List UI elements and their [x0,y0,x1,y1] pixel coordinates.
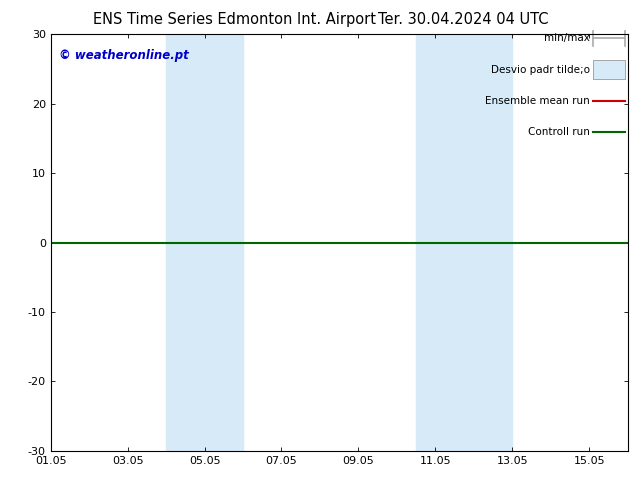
Text: Controll run: Controll run [528,127,590,137]
Text: Ter. 30.04.2024 04 UTC: Ter. 30.04.2024 04 UTC [378,12,548,27]
Text: © weatheronline.pt: © weatheronline.pt [60,49,189,62]
Bar [593,60,624,79]
Text: Desvio padr tilde;o: Desvio padr tilde;o [491,65,590,74]
Text: min/max: min/max [544,33,590,44]
Text: ENS Time Series Edmonton Int. Airport: ENS Time Series Edmonton Int. Airport [93,12,376,27]
Bar [166,34,243,451]
Bar [416,34,512,451]
Text: Ensemble mean run: Ensemble mean run [486,96,590,106]
